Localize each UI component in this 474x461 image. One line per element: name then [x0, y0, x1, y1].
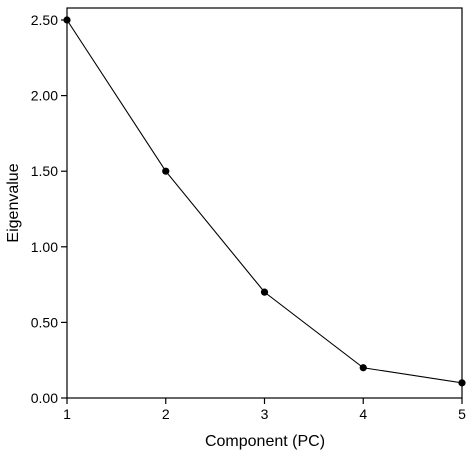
y-tick-label: 0.00 [31, 390, 58, 406]
data-point [63, 16, 71, 24]
x-tick-label: 3 [261, 406, 269, 422]
series-layer [63, 16, 466, 387]
x-axis-title: Component (PC) [205, 433, 325, 450]
x-tick-label: 2 [162, 406, 170, 422]
plot-frame [66, 7, 463, 399]
y-axis-title: Eigenvalue [5, 163, 22, 242]
y-axis-ticks: 0.00 0.50 1.00 1.50 2.00 2.50 [31, 12, 67, 406]
data-point [359, 364, 367, 372]
y-tick-label: 1.50 [31, 163, 58, 179]
x-tick-label: 5 [458, 406, 466, 422]
x-tick-label: 1 [63, 406, 71, 422]
x-tick-label: 4 [359, 406, 367, 422]
data-point [458, 379, 466, 387]
series-line [66, 19, 463, 384]
data-point [260, 288, 269, 296]
data-point [162, 167, 170, 175]
y-tick-label: 2.00 [31, 88, 58, 104]
y-tick-label: 0.50 [31, 314, 58, 330]
x-axis-ticks: 1 2 3 4 5 [63, 398, 466, 422]
y-tick-label: 2.50 [31, 12, 58, 28]
y-tick-label: 1.00 [31, 239, 58, 255]
